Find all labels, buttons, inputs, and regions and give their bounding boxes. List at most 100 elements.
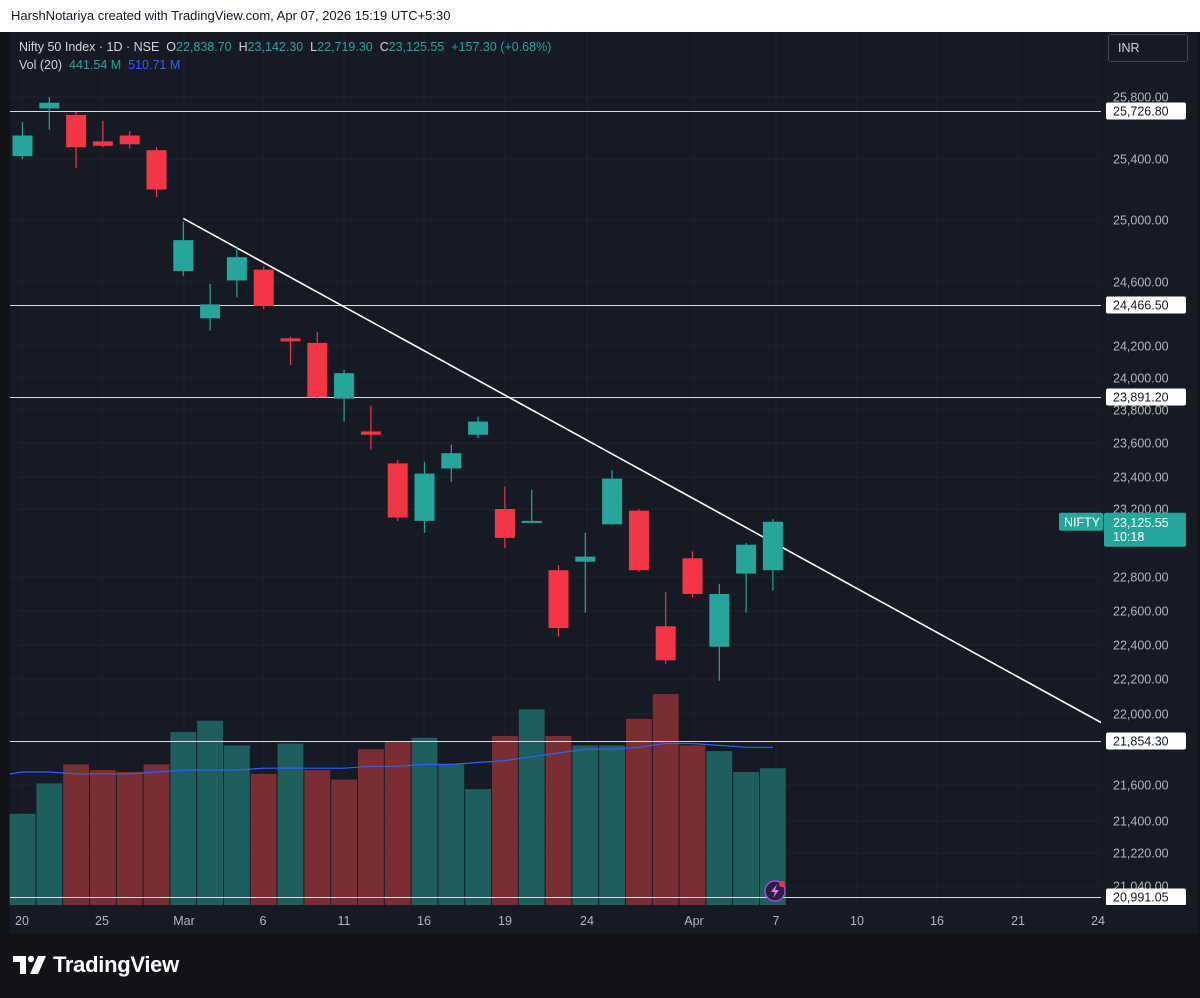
time-axis[interactable]: 20 25 Mar 6 11 16 19 24 Apr 7 10 16 21 24 xyxy=(10,905,1198,934)
svg-text:25,726.80: 25,726.80 xyxy=(1113,105,1169,119)
time-tick-label: Apr xyxy=(684,914,703,928)
volume-bar xyxy=(384,741,411,905)
volume-bar xyxy=(116,772,143,905)
price-tick-label: 25,800.00 xyxy=(1113,91,1169,105)
price-tick-label: 22,200.00 xyxy=(1113,673,1169,687)
candle xyxy=(334,370,355,422)
candle xyxy=(441,444,462,482)
high-label: H xyxy=(238,40,248,54)
time-tick-label: 19 xyxy=(498,914,512,928)
price-tick-label: 21,400.00 xyxy=(1113,815,1169,829)
candle xyxy=(736,543,757,613)
svg-text:20,991.05: 20,991.05 xyxy=(1113,891,1169,905)
time-tick-label: 24 xyxy=(580,914,594,928)
volume-bar xyxy=(492,735,518,905)
close-value: 23,125.55 xyxy=(388,40,445,54)
volume-bar xyxy=(358,749,384,905)
open-value: 22,838.70 xyxy=(176,40,232,54)
legend: Nifty 50 Index · 1D · NSE O22,838.70 H23… xyxy=(19,38,551,74)
volume-bar xyxy=(733,772,759,905)
candle xyxy=(360,405,381,450)
time-tick-label: 16 xyxy=(930,914,944,928)
candle xyxy=(39,97,60,130)
price-tick-label: 24,600.00 xyxy=(1113,276,1169,290)
price-tick-label: 22,000.00 xyxy=(1113,708,1169,722)
price-tick-label: 23,800.00 xyxy=(1113,404,1169,418)
price-tick-label: 23,600.00 xyxy=(1113,437,1169,451)
price-axis[interactable]: 25,800.00 25,400.00 25,000.00 24,600.00 24,2… xyxy=(1101,32,1198,906)
low-label: L xyxy=(310,40,318,54)
price-tick-label: 25,000.00 xyxy=(1113,214,1169,228)
svg-text:23,891.20: 23,891.20 xyxy=(1113,391,1169,405)
attribution-header: HarshNotariya created with TradingView.c… xyxy=(0,0,1200,32)
time-tick-label: Mar xyxy=(173,914,195,928)
svg-text:21,854.30: 21,854.30 xyxy=(1113,735,1169,749)
volume-bar xyxy=(331,779,357,905)
price-tick-label: 22,400.00 xyxy=(1113,639,1169,653)
symbol-label[interactable]: Nifty 50 Index · 1D · NSE xyxy=(19,40,160,54)
time-tick-label: 25 xyxy=(95,914,109,928)
candlesticks xyxy=(12,97,783,681)
candle xyxy=(628,509,649,572)
candle xyxy=(709,583,730,681)
volume-bar xyxy=(438,764,465,905)
flash-icon[interactable] xyxy=(764,880,786,902)
candle xyxy=(226,246,247,298)
low-value: 22,719.30 xyxy=(317,40,373,54)
currency-button[interactable]: INR xyxy=(1108,34,1188,62)
time-tick-label: 16 xyxy=(417,914,431,928)
volume-bar xyxy=(63,764,89,905)
tradingview-logo-icon xyxy=(13,955,46,974)
volume-bar xyxy=(652,694,679,905)
price-tick-label: 24,200.00 xyxy=(1113,340,1169,354)
volume-bar xyxy=(465,789,491,905)
candle xyxy=(200,283,221,331)
volume-ma-value: 510.71 M xyxy=(128,58,181,72)
candle xyxy=(762,519,783,591)
volume-bar xyxy=(36,783,63,905)
candle xyxy=(414,461,435,533)
svg-text:NIFTY: NIFTY xyxy=(1064,515,1101,529)
trendline[interactable] xyxy=(182,217,1136,742)
candle xyxy=(682,551,703,598)
volume-bar xyxy=(250,773,277,905)
price-tick-label: 22,600.00 xyxy=(1113,605,1169,619)
horizontal-levels[interactable] xyxy=(10,111,1102,898)
volume-bar xyxy=(143,764,170,905)
volume-label[interactable]: Vol (20) xyxy=(19,58,63,72)
svg-text:24,466.50: 24,466.50 xyxy=(1113,299,1169,313)
candle xyxy=(173,221,194,276)
change-value: +157.30 (+0.68%) xyxy=(451,40,552,54)
candle xyxy=(66,111,87,169)
volume-bar xyxy=(90,770,116,905)
time-tick-label: 6 xyxy=(260,914,267,928)
volume-bar xyxy=(518,709,545,905)
candle xyxy=(146,147,167,198)
volume-bar xyxy=(411,737,438,905)
volume-bars xyxy=(9,694,786,905)
volume-value: 441.54 M xyxy=(69,58,122,72)
price-tick-label: 21,600.00 xyxy=(1113,779,1169,793)
candle xyxy=(12,122,33,159)
level-price-label: 25,726.80 xyxy=(1106,102,1186,120)
candle xyxy=(602,470,623,525)
candle xyxy=(253,266,274,310)
tradingview-logo[interactable]: TradingView xyxy=(13,952,179,978)
volume-bar xyxy=(626,718,652,905)
svg-text:23,125.55: 23,125.55 xyxy=(1113,516,1169,530)
time-tick-label: 11 xyxy=(338,914,351,928)
volume-ma-line xyxy=(9,742,773,775)
price-tick-label: 22,800.00 xyxy=(1113,571,1169,585)
candle xyxy=(280,336,301,366)
volume-bar xyxy=(679,745,706,905)
volume-legend-row: Vol (20) 441.54 M 510.71 M xyxy=(19,56,551,74)
candle xyxy=(119,131,140,149)
volume-bar xyxy=(224,745,250,905)
level-price-label: 21,854.30 xyxy=(1106,732,1186,750)
level-price-label: 23,891.20 xyxy=(1106,388,1186,406)
volume-bar xyxy=(304,770,331,905)
level-price-label: 20,991.05 xyxy=(1106,888,1186,906)
